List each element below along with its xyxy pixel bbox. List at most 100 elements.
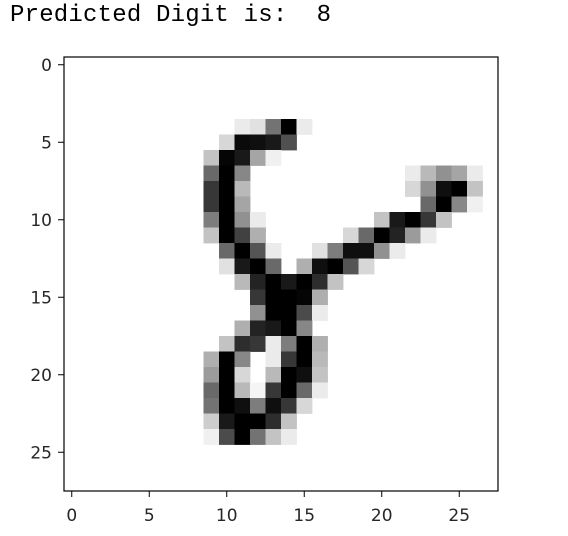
image-pixel: [297, 367, 313, 383]
image-pixel: [328, 243, 344, 259]
image-pixel: [266, 135, 282, 151]
image-pixel: [250, 429, 266, 445]
image-pixel: [359, 243, 375, 259]
x-tick-label: 5: [144, 506, 155, 526]
image-pixel: [250, 119, 266, 135]
image-pixel: [281, 321, 297, 337]
image-pixel: [235, 274, 251, 290]
image-pixel: [312, 352, 328, 368]
image-pixel: [250, 274, 266, 290]
image-pixel: [312, 383, 328, 399]
image-pixel: [312, 305, 328, 321]
image-pixel: [235, 197, 251, 213]
image-pixel: [281, 352, 297, 368]
image-pixel: [436, 212, 452, 228]
image-pixel: [219, 150, 235, 166]
image-pixel: [235, 367, 251, 383]
y-tick-label: 20: [30, 366, 52, 386]
image-pixel: [219, 166, 235, 182]
x-axis-ticks: 0 5 10 15 20 25: [66, 491, 470, 526]
image-pixel: [359, 228, 375, 244]
image-pixel: [266, 290, 282, 306]
y-tick-label: 25: [30, 443, 52, 463]
image-pixel: [405, 212, 421, 228]
image-pixel: [204, 150, 220, 166]
image-pixel: [219, 197, 235, 213]
image-pixel: [405, 166, 421, 182]
image-pixel: [235, 259, 251, 275]
x-tick-label: 15: [293, 506, 315, 526]
image-pixel: [297, 352, 313, 368]
image-pixel: [312, 367, 328, 383]
image-pixel: [250, 336, 266, 352]
image-pixel: [250, 414, 266, 430]
image-pixel: [235, 429, 251, 445]
image-pixel: [235, 212, 251, 228]
image-pixel: [219, 135, 235, 151]
image-pixel: [250, 383, 266, 399]
image-pixel: [452, 197, 468, 213]
image-pixel: [297, 290, 313, 306]
image-pixel: [250, 212, 266, 228]
image-pixel: [281, 429, 297, 445]
image-pixel: [328, 274, 344, 290]
image-pixel: [250, 321, 266, 337]
image-pixel: [467, 181, 483, 197]
y-tick-label: 0: [41, 56, 52, 76]
image-pixel: [250, 305, 266, 321]
image-pixel: [467, 197, 483, 213]
image-pixel: [281, 383, 297, 399]
image-pixel: [297, 119, 313, 135]
image-pixel: [452, 166, 468, 182]
image-pixel: [204, 352, 220, 368]
image-pixel: [281, 119, 297, 135]
image-pixel: [219, 352, 235, 368]
image-pixel: [219, 181, 235, 197]
image-pixel: [297, 259, 313, 275]
image-pixel: [467, 166, 483, 182]
image-pixel: [204, 367, 220, 383]
image-pixel: [266, 336, 282, 352]
image-pixel: [250, 290, 266, 306]
image-pixel: [266, 259, 282, 275]
image-pixel: [235, 383, 251, 399]
image-pixel: [281, 398, 297, 414]
image-pixel: [436, 166, 452, 182]
image-pixel: [204, 228, 220, 244]
image-pixel: [235, 119, 251, 135]
image-pixel: [204, 197, 220, 213]
image-pixel: [266, 367, 282, 383]
image-pixel: [219, 228, 235, 244]
image-pixel: [219, 367, 235, 383]
image-pixel: [250, 398, 266, 414]
image-pixel: [421, 166, 437, 182]
image-pixel: [312, 243, 328, 259]
image-pixel: [266, 321, 282, 337]
image-pixel: [374, 243, 390, 259]
image-pixel: [421, 181, 437, 197]
image-pixel: [281, 135, 297, 151]
image-pixel: [235, 228, 251, 244]
image-pixel: [266, 352, 282, 368]
image-pixel: [219, 429, 235, 445]
image-pixel: [219, 414, 235, 430]
image-pixel: [343, 243, 359, 259]
x-tick-label: 10: [216, 506, 238, 526]
image-pixel: [219, 336, 235, 352]
image-pixel: [235, 321, 251, 337]
image-pixel: [390, 243, 406, 259]
image-pixel: [219, 383, 235, 399]
image-pixel: [235, 135, 251, 151]
image-pixel: [281, 414, 297, 430]
image-pixel: [235, 166, 251, 182]
image-pixel: [235, 336, 251, 352]
image-pixel: [312, 274, 328, 290]
image-pixel: [250, 150, 266, 166]
image-pixel: [219, 398, 235, 414]
image-pixel: [266, 398, 282, 414]
image-pixel: [204, 166, 220, 182]
image-pixel: [204, 414, 220, 430]
x-tick-label: 0: [66, 506, 77, 526]
image-pixel: [312, 290, 328, 306]
